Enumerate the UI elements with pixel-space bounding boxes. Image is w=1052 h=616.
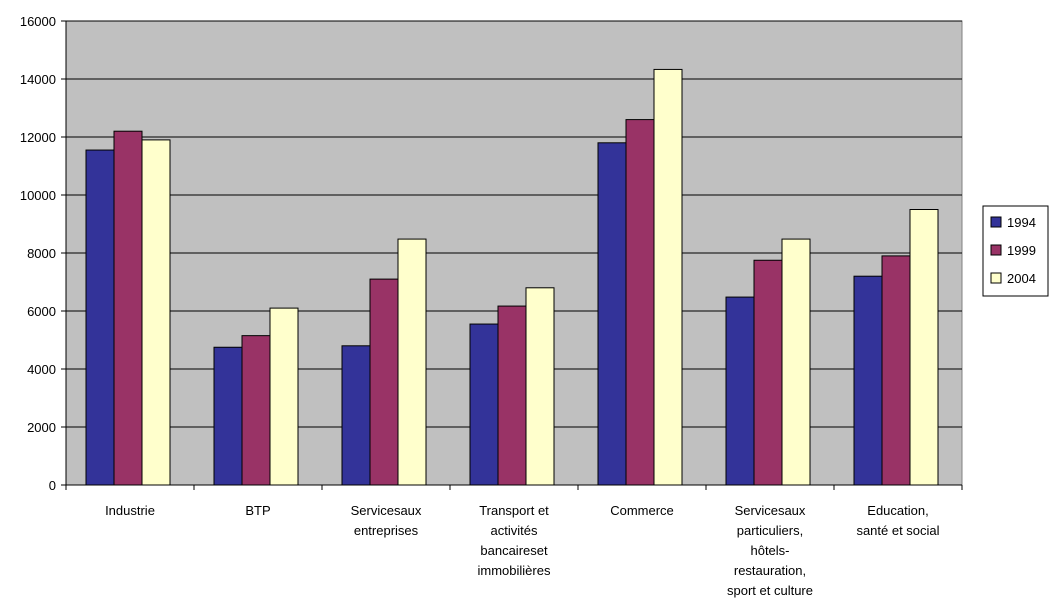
bar-1999 (625, 119, 655, 486)
x-axis-labels: Industrie BTP Servicesaux entreprises Transp… (105, 503, 940, 598)
legend-swatch (990, 216, 1002, 228)
bars (85, 68, 939, 486)
bar-1999 (497, 305, 527, 486)
x-category-label: Transport et activités bancaireset immobili… (478, 503, 551, 578)
legend-label: 2004 (1007, 271, 1036, 286)
y-axis-ticks: 0 2000 4000 6000 8000 10000 12000 14000 16000 (20, 14, 66, 493)
bar-2004 (909, 209, 939, 486)
bar-1994 (469, 323, 499, 486)
bar-2004 (269, 307, 299, 486)
x-category-label: BTP (245, 503, 270, 518)
y-tick-label: 4000 (27, 362, 56, 377)
bar-1994 (853, 275, 883, 486)
legend-swatch (990, 244, 1002, 256)
y-tick-label: 14000 (20, 72, 56, 87)
x-category-label: Education, santé et social (856, 503, 939, 538)
bar-1999 (369, 278, 399, 486)
bar-1999 (753, 259, 783, 486)
x-category-label: Servicesaux entreprises (351, 503, 422, 538)
legend-swatch (990, 272, 1002, 284)
legend: 1994 1999 2004 (982, 205, 1049, 297)
bar-1999 (241, 335, 271, 486)
y-tick-label: 12000 (20, 130, 56, 145)
legend-label: 1999 (1007, 243, 1036, 258)
y-tick-label: 2000 (27, 420, 56, 435)
bar-1994 (597, 142, 627, 486)
x-category-label: Industrie (105, 503, 155, 518)
legend-label: 1994 (1007, 215, 1036, 230)
y-tick-label: 6000 (27, 304, 56, 319)
bar-2004 (781, 238, 811, 486)
bar-1999 (881, 255, 911, 486)
x-category-label: Servicesaux particuliers, hôtels-restaurat… (727, 503, 813, 598)
bar-1994 (341, 345, 371, 486)
y-tick-label: 0 (49, 478, 56, 493)
bar-1994 (725, 296, 755, 486)
y-tick-label: 10000 (20, 188, 56, 203)
y-tick-label: 8000 (27, 246, 56, 261)
bar-1994 (85, 149, 115, 486)
bar-2004 (397, 238, 427, 486)
bar-2004 (653, 68, 683, 486)
bar-1999 (113, 130, 143, 486)
x-category-label: Commerce (610, 503, 674, 518)
y-tick-label: 16000 (20, 14, 56, 29)
bar-2004 (525, 287, 555, 486)
bar-1994 (213, 346, 243, 486)
bar-2004 (141, 139, 171, 486)
